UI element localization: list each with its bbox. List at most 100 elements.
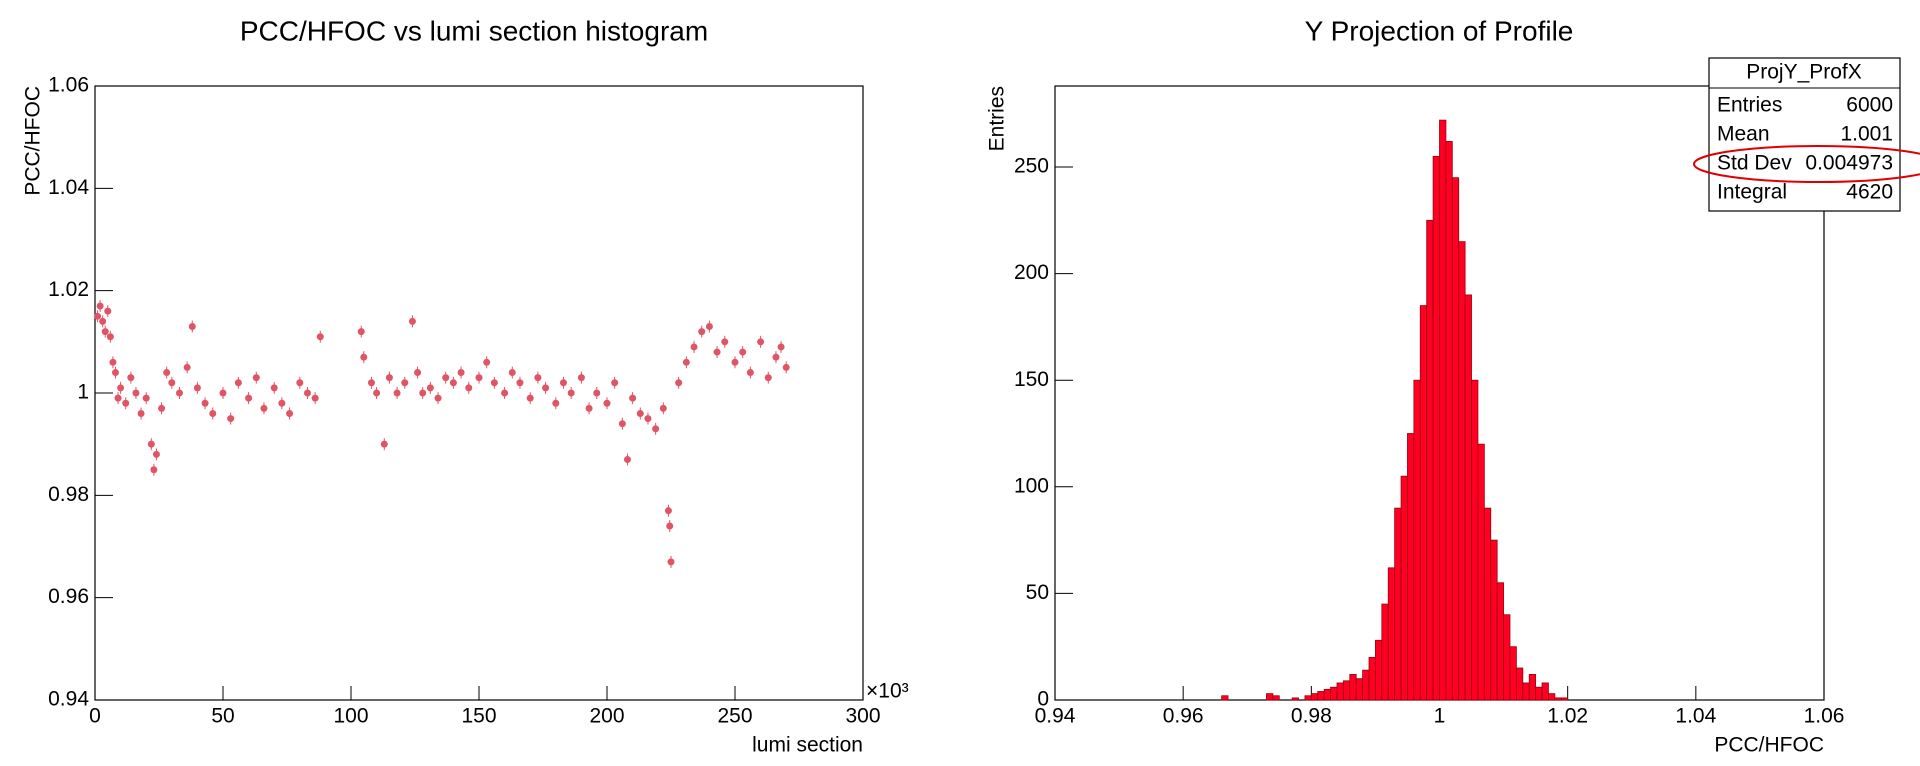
point — [659, 404, 667, 412]
point — [111, 369, 119, 377]
point — [127, 374, 135, 382]
y-tick-label: 0.94 — [48, 688, 89, 711]
point — [401, 379, 409, 387]
bar — [1323, 688, 1331, 701]
point — [137, 409, 145, 417]
bar — [1483, 507, 1492, 701]
y-tick-label: 0.98 — [48, 483, 89, 506]
point — [644, 415, 652, 423]
point — [373, 389, 381, 397]
point — [168, 379, 176, 387]
y-tick-label: 250 — [1014, 155, 1049, 178]
point — [664, 507, 672, 515]
point — [667, 558, 675, 566]
point — [757, 338, 765, 346]
point — [150, 466, 158, 474]
point — [721, 338, 729, 346]
point — [122, 399, 130, 407]
bar — [1304, 695, 1312, 701]
x-tick-label: 250 — [717, 705, 752, 728]
bar — [1221, 695, 1229, 701]
point — [516, 379, 524, 387]
point — [577, 374, 585, 382]
bar — [1451, 177, 1460, 701]
bar — [1445, 141, 1453, 701]
point — [219, 389, 227, 397]
point — [636, 409, 644, 417]
x-axis-label: lumi section — [752, 734, 863, 757]
y-tick-label: 150 — [1014, 368, 1049, 391]
point — [408, 317, 416, 325]
y-tick-label: 0 — [1037, 688, 1049, 711]
x-tick-label: 1.02 — [1547, 705, 1588, 728]
bar — [1413, 379, 1421, 701]
point — [393, 389, 401, 397]
point — [534, 374, 542, 382]
bar — [1496, 582, 1504, 701]
point — [175, 389, 183, 397]
bar — [1336, 682, 1344, 701]
point — [147, 440, 155, 448]
point — [739, 348, 747, 356]
point — [234, 379, 242, 387]
point — [782, 363, 790, 371]
stats-box: ProjY_ProfX — [1708, 57, 1901, 212]
point — [260, 404, 268, 412]
bar — [1548, 693, 1556, 701]
point — [652, 425, 660, 433]
point — [104, 307, 112, 315]
y-tick-label: 1.06 — [48, 74, 89, 97]
x-axis-label: PCC/HFOC — [1714, 734, 1824, 757]
bar — [1375, 639, 1383, 701]
bar — [1387, 567, 1396, 701]
x-tick-label: 1 — [1434, 705, 1446, 728]
point — [705, 322, 713, 330]
chart-title: Y Projection of Profile — [1305, 15, 1574, 46]
x-tick-label: 150 — [461, 705, 496, 728]
bar — [1528, 674, 1537, 701]
point — [303, 389, 311, 397]
point — [483, 358, 491, 366]
bar — [1330, 686, 1338, 701]
point — [457, 369, 465, 377]
point — [99, 317, 107, 325]
point — [270, 384, 278, 392]
bar — [1342, 680, 1351, 701]
x-tick-label: 100 — [333, 705, 368, 728]
point — [101, 328, 109, 336]
point — [183, 363, 191, 371]
stats-label: Mean — [1717, 123, 1770, 146]
point — [245, 394, 253, 402]
point — [96, 302, 104, 310]
x-tick-label: 50 — [211, 705, 234, 728]
stats-value: 1.001 — [1840, 123, 1893, 146]
point — [252, 374, 260, 382]
chart-title: PCC/HFOC vs lumi section histogram — [240, 15, 708, 46]
stats-label: Entries — [1717, 94, 1782, 117]
point — [593, 389, 601, 397]
bar — [1471, 379, 1479, 701]
bar — [1407, 433, 1415, 701]
point — [603, 399, 611, 407]
x-tick-label: 200 — [589, 705, 624, 728]
point — [414, 369, 422, 377]
x-tick-label: 1.04 — [1675, 705, 1716, 728]
bar — [1355, 678, 1363, 701]
point — [142, 394, 150, 402]
bar — [1464, 294, 1472, 701]
point — [296, 379, 304, 387]
bar — [1368, 656, 1376, 701]
point — [449, 379, 457, 387]
y-tick-label: 200 — [1014, 261, 1049, 284]
point — [311, 394, 319, 402]
point — [357, 328, 365, 336]
bar — [1439, 119, 1447, 701]
y-tick-label: 1.02 — [48, 278, 89, 301]
point — [567, 389, 575, 397]
point — [152, 450, 160, 458]
point — [682, 358, 690, 366]
bar — [1272, 695, 1280, 701]
point — [316, 333, 324, 341]
bar — [1503, 614, 1511, 701]
